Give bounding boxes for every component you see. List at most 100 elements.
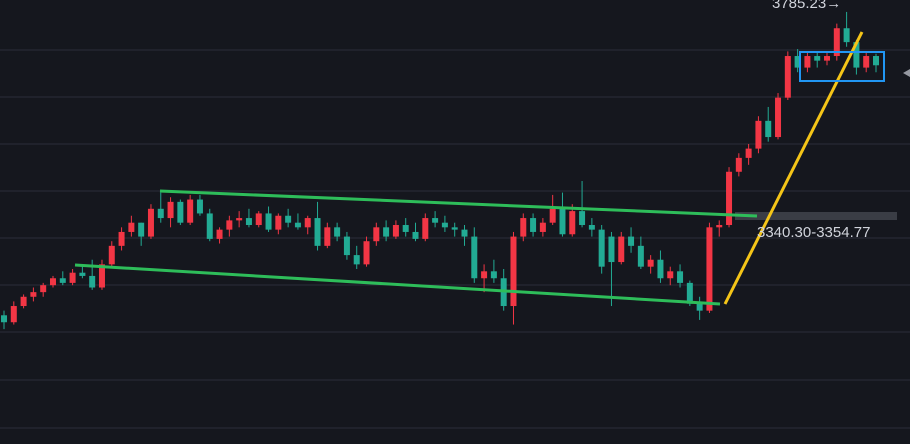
- candle-body: [1, 315, 7, 323]
- zone-label: 3340.30-3354.77: [757, 224, 870, 241]
- channel-lower: [74, 263, 721, 306]
- candle-body: [89, 275, 96, 288]
- candle-body: [579, 211, 586, 226]
- candle-body: [353, 255, 360, 265]
- candle-body: [216, 229, 223, 239]
- candle-body: [363, 241, 370, 265]
- candle-body: [265, 213, 272, 230]
- channel-upper: [159, 189, 758, 218]
- candle-body: [412, 231, 419, 239]
- candle-body: [824, 56, 831, 61]
- candle-body: [677, 271, 684, 283]
- trend-line: [723, 31, 864, 305]
- candle-body: [569, 211, 576, 235]
- candle-body: [539, 222, 546, 232]
- price-marker: [903, 69, 910, 77]
- candle-body: [432, 218, 439, 223]
- candle-body: [755, 120, 762, 149]
- candle-body: [138, 222, 145, 237]
- candle-body: [549, 208, 556, 223]
- candle-body: [373, 227, 380, 242]
- candle-body: [314, 218, 321, 246]
- candle-body: [608, 236, 615, 263]
- candle-body: [108, 245, 115, 265]
- candle-body: [451, 227, 458, 230]
- candle-body: [334, 227, 341, 237]
- candle-body: [618, 236, 625, 263]
- candle-body: [187, 199, 194, 223]
- zone-band: [735, 212, 897, 220]
- candle-body: [147, 208, 154, 237]
- candle-body: [559, 208, 566, 235]
- candle-body: [696, 303, 703, 311]
- highlight-box: [799, 51, 885, 82]
- candle-body: [383, 227, 390, 237]
- candle-body: [343, 236, 350, 256]
- candle-body: [49, 278, 56, 286]
- candle-body: [843, 28, 850, 43]
- candle-body: [686, 282, 693, 304]
- candle-body: [285, 215, 292, 223]
- candle-body: [40, 285, 47, 293]
- candle-body: [226, 220, 233, 230]
- candle-body: [726, 171, 733, 226]
- candle-body: [520, 218, 527, 237]
- candle-body: [255, 213, 262, 226]
- candle-body: [167, 201, 174, 219]
- high-label: 3785.23→: [772, 0, 841, 12]
- candle-body: [598, 229, 605, 267]
- candle-body: [765, 120, 772, 138]
- candle-body: [206, 213, 213, 239]
- candle-body: [794, 56, 801, 68]
- candle-body: [304, 218, 311, 228]
- candle-body: [30, 292, 37, 297]
- candle-body: [628, 236, 635, 246]
- candle-body: [481, 271, 488, 279]
- annotations: [74, 31, 910, 306]
- candle-body: [10, 306, 17, 323]
- candle-body: [657, 259, 664, 279]
- candle-body: [128, 222, 135, 232]
- candle-body: [814, 56, 821, 61]
- candle-body: [392, 225, 399, 237]
- candle-body: [20, 296, 27, 307]
- candle-body: [775, 97, 782, 138]
- candle-body: [59, 278, 66, 283]
- candle-body: [79, 272, 86, 276]
- candle-body: [667, 271, 674, 279]
- candle-body: [441, 222, 448, 228]
- candle-body: [510, 236, 517, 307]
- candle-body: [471, 236, 478, 279]
- candle-body: [118, 231, 125, 246]
- candle-body: [784, 56, 791, 98]
- candle-body: [245, 218, 252, 226]
- candle-body: [735, 157, 742, 172]
- grid: [0, 49, 910, 429]
- candle-body: [98, 264, 105, 288]
- candle-body: [863, 56, 870, 68]
- candle-body: [490, 271, 497, 279]
- candle-body: [294, 222, 301, 228]
- candle-body: [647, 259, 654, 267]
- candle-body: [804, 56, 811, 68]
- candle-body: [706, 227, 713, 311]
- candle-body: [324, 227, 331, 246]
- candle-body: [833, 28, 840, 57]
- candle-body: [853, 42, 860, 68]
- candle-body: [588, 225, 595, 230]
- candle-body: [461, 229, 468, 237]
- candle-body: [530, 218, 537, 232]
- candles: [1, 11, 879, 330]
- candle-body: [873, 56, 879, 66]
- candle-body: [177, 201, 184, 223]
- candle-body: [196, 199, 203, 214]
- candle-body: [637, 245, 644, 267]
- candle-body: [402, 225, 409, 232]
- candle-body: [157, 208, 164, 219]
- candle-body: [716, 225, 723, 228]
- candle-body: [422, 218, 429, 239]
- candle-body: [69, 272, 76, 283]
- candle-body: [745, 148, 752, 158]
